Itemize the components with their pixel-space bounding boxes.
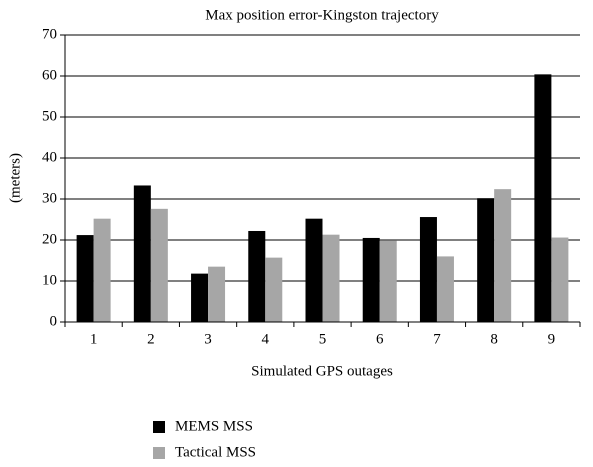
bar — [436, 256, 454, 322]
bar — [419, 217, 437, 322]
x-tick-label: 1 — [90, 331, 98, 347]
y-tick-label: 70 — [42, 26, 57, 42]
legend-swatch — [153, 421, 165, 433]
x-tick-label: 9 — [548, 331, 556, 347]
x-tick-label: 8 — [490, 331, 498, 347]
bar — [76, 235, 94, 322]
legend-label: MEMS MSS — [175, 418, 253, 434]
bar — [133, 185, 151, 322]
x-tick-label: 7 — [433, 331, 441, 347]
bar — [248, 230, 266, 322]
y-tick-label: 50 — [42, 108, 57, 124]
bar — [150, 208, 168, 322]
bar — [551, 237, 569, 322]
bar — [379, 240, 397, 322]
bar — [477, 198, 495, 322]
y-tick-label: 40 — [42, 149, 57, 165]
x-axis-label: Simulated GPS outages — [251, 363, 393, 379]
y-axis-label: (meters) — [7, 153, 23, 203]
y-tick-label: 20 — [42, 231, 57, 247]
bar — [305, 218, 323, 322]
bar — [191, 273, 209, 322]
y-tick-label: 30 — [42, 190, 57, 206]
x-tick-label: 4 — [262, 331, 270, 347]
y-tick-label: 10 — [42, 272, 57, 288]
legend-swatch — [153, 447, 165, 459]
bar — [534, 74, 552, 322]
bar — [208, 266, 226, 322]
bar — [322, 234, 340, 322]
x-tick-label: 6 — [376, 331, 384, 347]
x-tick-label: 3 — [204, 331, 212, 347]
x-tick-label: 5 — [319, 331, 327, 347]
y-tick-label: 60 — [42, 67, 57, 83]
bar — [265, 257, 283, 322]
bar — [362, 237, 380, 322]
chart-title: Max position error-Kingston trajectory — [205, 7, 439, 23]
y-tick-label: 0 — [50, 313, 58, 329]
x-tick-label: 2 — [147, 331, 155, 347]
bar — [93, 218, 111, 322]
bar — [494, 189, 512, 322]
legend-label: Tactical MSS — [175, 444, 256, 460]
